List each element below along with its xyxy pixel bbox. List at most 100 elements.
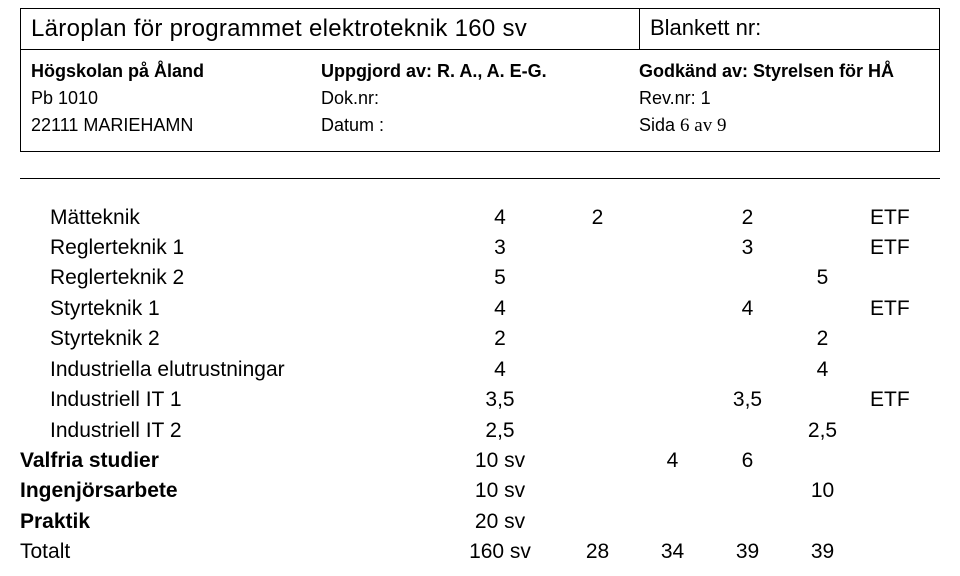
row-v5: 10 [785,476,860,506]
row-v2 [560,416,635,446]
row-name: Totalt [20,537,440,567]
doc-title: Läroplan för programmet elektroteknik 16… [31,15,527,42]
row-tag [860,476,930,506]
row-tag [860,507,930,537]
row-v2 [560,476,635,506]
row-v3: 4 [635,446,710,476]
row-tag: ETF [860,385,930,415]
row-v1: 2,5 [440,416,560,446]
table-row: Mätteknik422ETF [20,203,940,233]
row-v2 [560,446,635,476]
row-v4: 2 [710,203,785,233]
row-v5 [785,507,860,537]
row-v1: 160 sv [440,537,560,567]
row-v4 [710,507,785,537]
row-v1: 4 [440,355,560,385]
row-v1: 3 [440,233,560,263]
curriculum-table: Mätteknik422ETFReglerteknik 133ETFRegler… [20,203,940,568]
row-v3 [635,233,710,263]
rev-nr: Rev.nr: 1 [639,85,929,112]
row-v5: 39 [785,537,860,567]
row-v4 [710,476,785,506]
row-v2 [560,324,635,354]
row-v1: 4 [440,294,560,324]
row-v3 [635,507,710,537]
row-v1: 5 [440,263,560,293]
row-v5: 4 [785,355,860,385]
row-v5 [785,294,860,324]
row-v5: 2,5 [785,416,860,446]
dok-nr: Dok.nr: [321,85,639,112]
row-v4: 6 [710,446,785,476]
row-name: Industriell IT 2 [20,416,440,446]
content: Mätteknik422ETFReglerteknik 133ETFRegler… [20,178,940,568]
table-row: Industriella elutrustningar44 [20,355,940,385]
row-name: Reglerteknik 1 [20,233,440,263]
row-v2 [560,263,635,293]
row-v2: 2 [560,203,635,233]
row-v3 [635,263,710,293]
blankett-cell: Blankett nr: [639,9,939,49]
row-tag [860,416,930,446]
row-v1: 10 sv [440,476,560,506]
sida-prefix: Sida [639,115,680,135]
row-v3 [635,476,710,506]
row-v3 [635,294,710,324]
row-name: Ingenjörsarbete [20,476,440,506]
row-v5 [785,385,860,415]
row-v4 [710,355,785,385]
table-row: Totalt160 sv28343939 [20,537,940,567]
row-v3 [635,416,710,446]
row-v2 [560,355,635,385]
row-v4: 39 [710,537,785,567]
school-name: Högskolan på Åland [31,58,321,85]
table-row: Valfria studier10 sv 46 [20,446,940,476]
table-row: Reglerteknik 255 [20,263,940,293]
row-v2 [560,294,635,324]
datum: Datum : [321,112,639,139]
school-pb: Pb 1010 [31,85,321,112]
row-v5: 2 [785,324,860,354]
sida: Sida 6 av 9 [639,112,929,141]
row-v4: 4 [710,294,785,324]
row-v3 [635,385,710,415]
row-v2 [560,507,635,537]
row-v1: 2 [440,324,560,354]
row-v5 [785,203,860,233]
table-row: Styrteknik 222 [20,324,940,354]
row-v4: 3,5 [710,385,785,415]
school-city: 22111 MARIEHAMN [31,112,321,139]
header-bottom: Högskolan på Åland Pb 1010 22111 MARIEHA… [21,50,939,151]
row-name: Praktik [20,507,440,537]
row-name: Reglerteknik 2 [20,263,440,293]
row-v4 [710,416,785,446]
row-v2 [560,385,635,415]
row-v5: 5 [785,263,860,293]
row-v3 [635,355,710,385]
table-row: Styrteknik 144ETF [20,294,940,324]
row-v1: 10 sv [440,446,560,476]
row-name: Styrteknik 1 [20,294,440,324]
row-v4 [710,263,785,293]
row-v2: 28 [560,537,635,567]
row-v3 [635,324,710,354]
row-v3: 34 [635,537,710,567]
row-tag [860,355,930,385]
row-v4: 3 [710,233,785,263]
sida-page: 6 av 9 [680,115,726,136]
godkand-av: Godkänd av: Styrelsen för HÅ [639,58,929,85]
row-name: Industriell IT 1 [20,385,440,415]
row-v4 [710,324,785,354]
row-name: Industriella elutrustningar [20,355,440,385]
row-tag: ETF [860,294,930,324]
row-v3 [635,203,710,233]
row-name: Valfria studier [20,446,440,476]
row-name: Styrteknik 2 [20,324,440,354]
row-v5 [785,233,860,263]
row-v1: 4 [440,203,560,233]
row-v2 [560,233,635,263]
row-tag: ETF [860,203,930,233]
header-col-1: Högskolan på Åland Pb 1010 22111 MARIEHA… [31,58,321,141]
row-tag: ETF [860,233,930,263]
separator [20,178,940,179]
